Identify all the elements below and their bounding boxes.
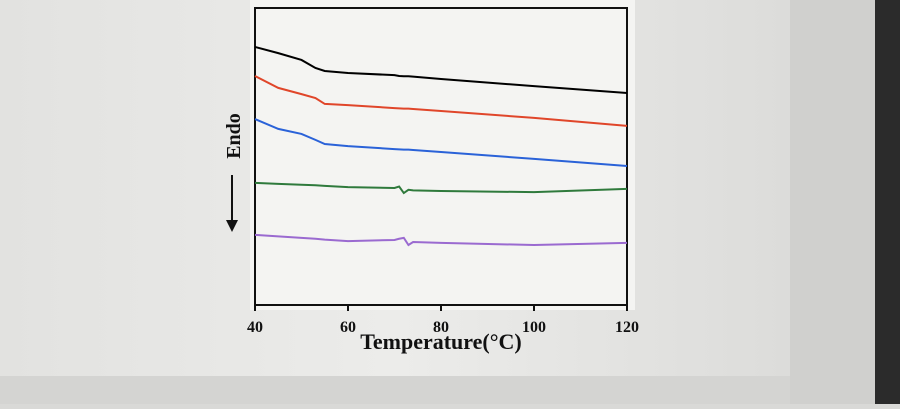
side-panel [790,0,875,404]
series-line [254,45,628,94]
x-tick-label: 100 [522,319,546,336]
x-tick-label: 40 [247,319,263,336]
series-line [254,75,628,127]
x-tick-label: 60 [340,319,356,336]
plot-background [250,0,635,310]
screen-edge [875,0,900,404]
series-line [254,118,628,168]
y-axis-label: Endo [223,113,245,159]
x-tick-label: 80 [433,319,449,336]
x-axis-label: Temperature(°C) [360,329,522,354]
endo-arrow-head [226,220,238,232]
series-line [254,233,628,247]
series-line [254,181,628,195]
x-tick-label: 120 [615,319,639,336]
